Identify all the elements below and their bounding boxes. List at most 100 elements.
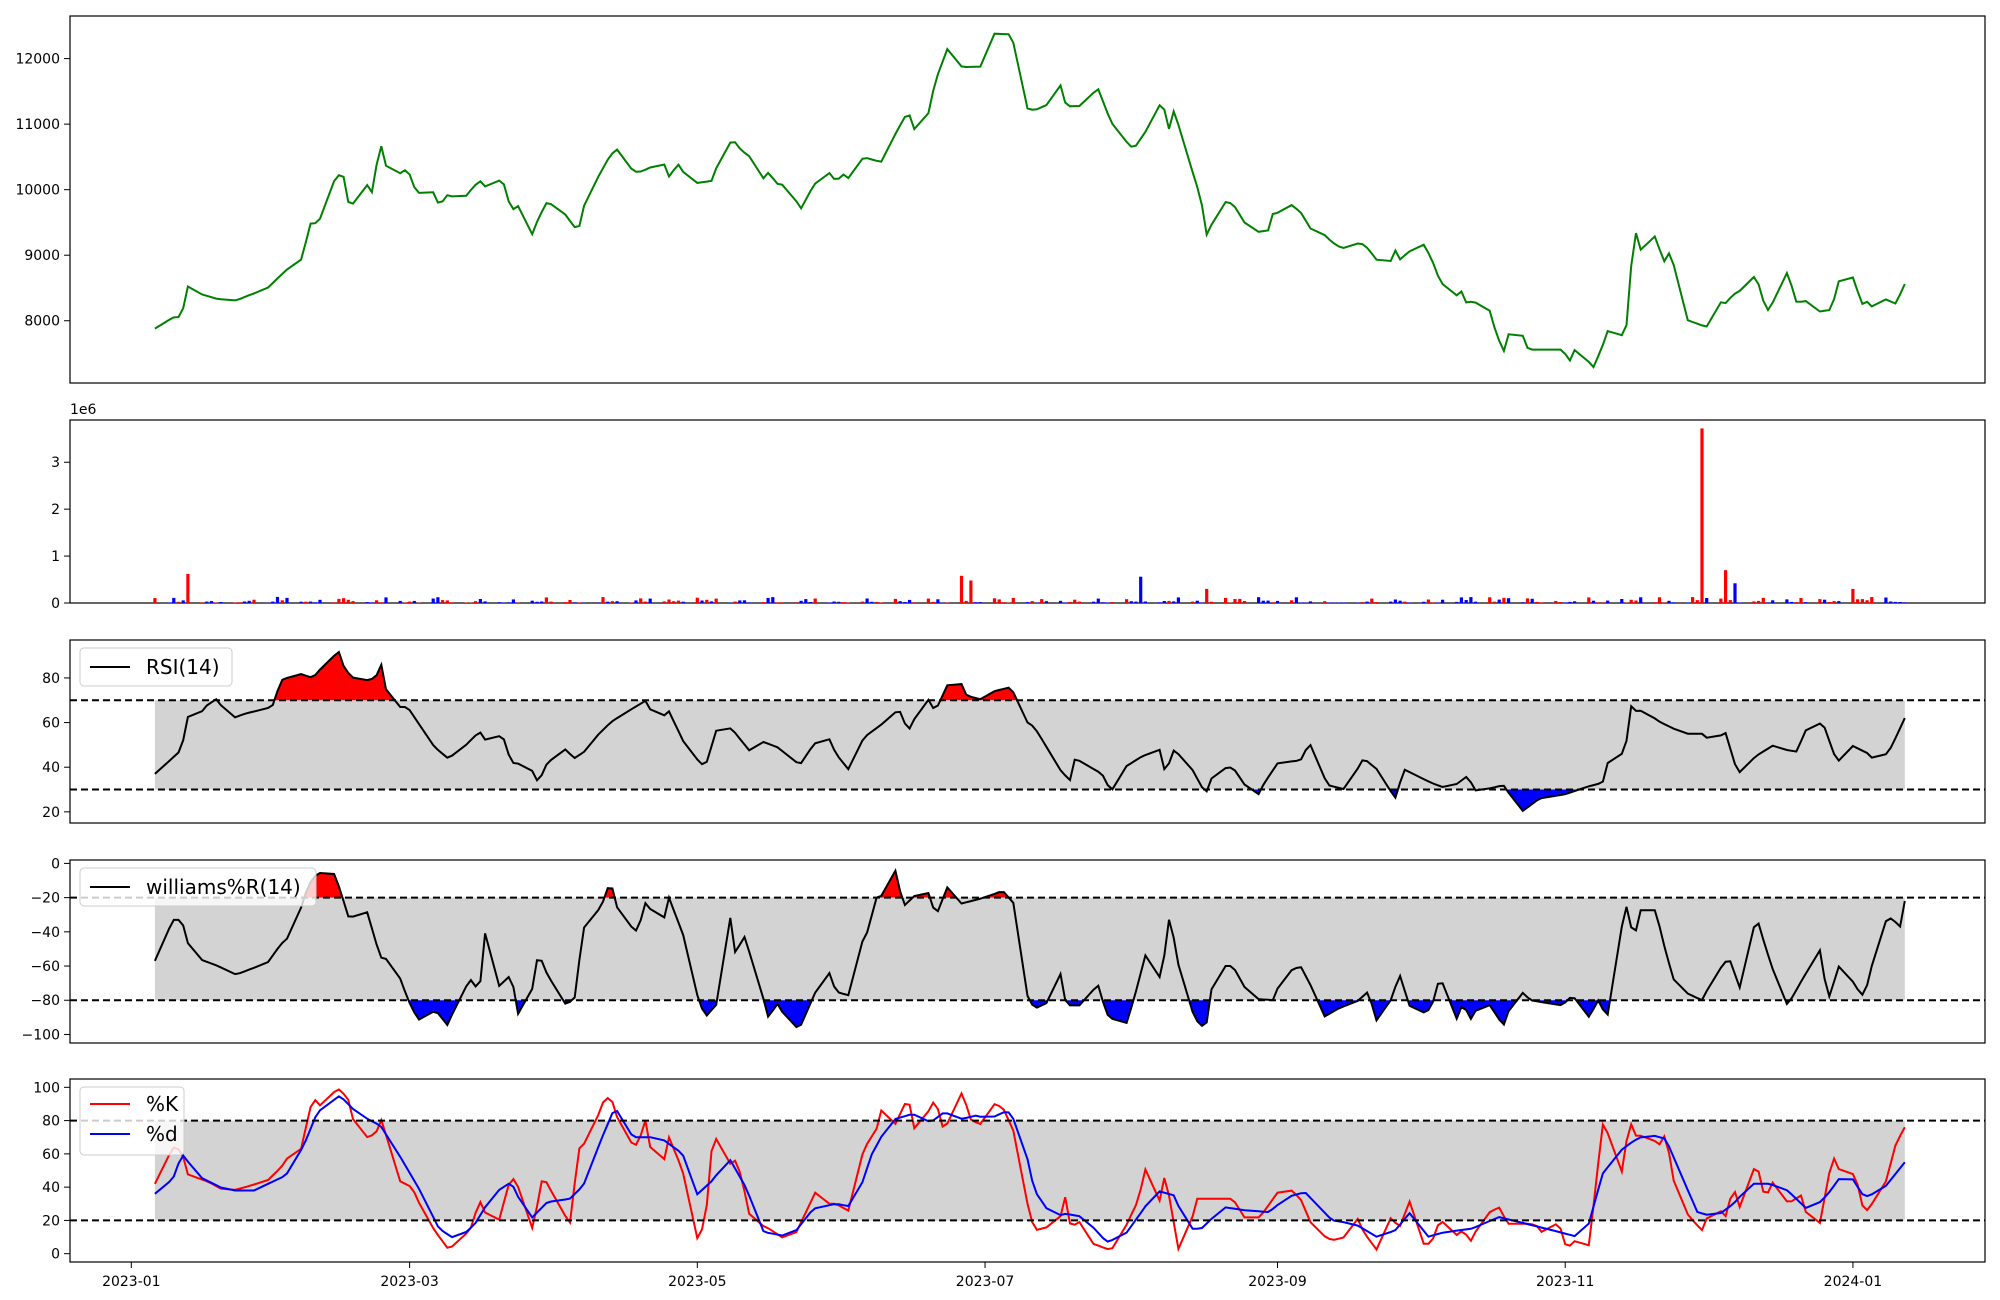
volume-bar <box>804 599 808 603</box>
volume-bar <box>643 601 647 603</box>
volume-bar <box>1035 602 1039 603</box>
volume-bar <box>705 599 709 603</box>
volume-bar <box>775 602 780 603</box>
oversold-fill <box>408 1000 460 1025</box>
volume-bar <box>370 602 374 603</box>
volume-bar <box>544 597 548 603</box>
volume-bar <box>1558 602 1563 603</box>
volume-bar <box>309 601 313 603</box>
volume-bar <box>709 601 714 603</box>
volume-bar <box>540 601 544 603</box>
volume-bar <box>577 602 581 603</box>
williams-y-axis: 0 −20 −40 −60 −80 −100 <box>22 856 70 1043</box>
volume-bar <box>1139 576 1143 603</box>
volume-bar <box>1492 601 1497 603</box>
volume-bar <box>964 600 968 603</box>
volume-bar <box>1525 598 1530 603</box>
volume-bar <box>875 601 879 603</box>
volume-bar <box>1488 597 1492 603</box>
volume-bar <box>742 600 747 603</box>
volume-bar <box>502 602 506 603</box>
volume-bar <box>1785 599 1789 603</box>
volume-bar <box>841 602 846 603</box>
y-tick-label: 11000 <box>15 117 60 133</box>
volume-bar <box>846 602 850 603</box>
volume-bar <box>403 602 407 603</box>
volume-bar <box>1030 601 1034 603</box>
oversold-fill <box>1102 1000 1134 1023</box>
volume-bar <box>992 598 997 603</box>
volume-bar <box>200 602 204 603</box>
volume-bar <box>936 599 940 603</box>
volume-bar <box>1761 597 1765 603</box>
volume-bar <box>167 602 171 603</box>
volume-bar <box>1431 602 1435 603</box>
volume-bar <box>1040 599 1044 603</box>
stochastic-band-lines <box>70 1119 1985 1222</box>
volume-bar <box>205 601 209 603</box>
volume-bar <box>1308 601 1313 603</box>
volume-bar <box>1700 428 1704 603</box>
volume-bar <box>153 598 157 603</box>
volume-bar <box>733 601 737 603</box>
volume-bar <box>1228 602 1232 603</box>
y-tick-label: 0 <box>51 1247 60 1263</box>
volume-bar <box>931 601 935 603</box>
volume-bar <box>1096 598 1100 603</box>
volume-bar <box>1724 570 1728 603</box>
x-tick-label: 2023-07 <box>956 1274 1015 1290</box>
d-legend-label: %d <box>146 1122 178 1146</box>
y-tick-label: −100 <box>22 1027 60 1043</box>
volume-bar <box>596 602 600 603</box>
volume-bar <box>1290 600 1294 603</box>
x-tick-label: 2023-03 <box>380 1274 439 1290</box>
price-y-axis: 8000 9000 10000 11000 12000 <box>15 52 70 330</box>
volume-bar <box>1299 602 1303 603</box>
overbought-fill <box>274 652 395 701</box>
volume-bar <box>827 602 831 603</box>
x-tick-label: 2023-01 <box>102 1274 161 1290</box>
volume-bar <box>474 601 478 603</box>
volume-bar <box>860 601 864 603</box>
y-tick-label: 40 <box>42 1180 60 1196</box>
williams-legend-box <box>79 867 317 907</box>
volume-bar <box>1403 601 1407 603</box>
y-tick-label: 2 <box>51 502 60 518</box>
overbought-fill <box>876 870 903 898</box>
volume-bar <box>242 601 247 603</box>
volume-bar <box>1794 602 1798 603</box>
volume-bar <box>747 602 751 603</box>
volume-bar <box>1653 602 1657 603</box>
volume-bar <box>1507 598 1511 603</box>
y-tick-label: −20 <box>30 891 60 907</box>
y-tick-label: 9000 <box>24 248 60 264</box>
volume-bar <box>1634 600 1638 603</box>
oversold-fill <box>1449 1000 1518 1025</box>
x-tick-label: 2023-11 <box>1536 1274 1595 1290</box>
rsi-fills <box>154 652 1905 811</box>
volume-bar <box>478 599 482 603</box>
volume-bar <box>1893 601 1897 603</box>
volume-bar <box>1738 602 1742 603</box>
volume-bar <box>681 601 685 603</box>
stochastic-legend: %K %d <box>79 1086 185 1156</box>
volume-bar <box>1601 602 1605 603</box>
volume-bar <box>672 601 676 603</box>
volume-bar <box>219 602 223 603</box>
volume-plot-area <box>69 419 1986 604</box>
volume-bar <box>1271 602 1275 603</box>
volume-bar <box>1063 602 1067 603</box>
volume-bar <box>606 601 610 603</box>
volume-bar <box>1337 602 1341 603</box>
rsi-legend-box <box>79 647 233 687</box>
volume-bar <box>1191 601 1195 603</box>
volume-bar <box>1158 602 1162 603</box>
volume-bar <box>1167 600 1171 603</box>
volume-bar <box>568 600 572 603</box>
volume-bar <box>1134 601 1138 603</box>
volume-bar <box>1304 602 1308 603</box>
volume-bar <box>903 602 907 603</box>
volume-bar <box>1233 599 1237 603</box>
volume-bar <box>1224 597 1228 603</box>
y-tick-label: 40 <box>42 760 60 776</box>
